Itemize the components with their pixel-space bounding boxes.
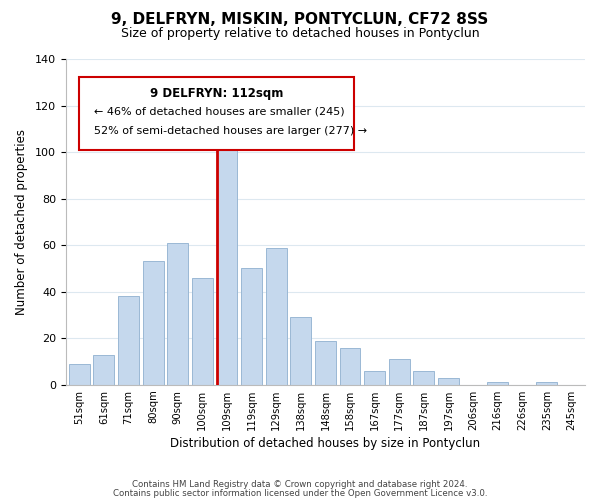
Bar xyxy=(94,354,115,385)
Bar xyxy=(118,296,139,385)
Bar xyxy=(143,262,164,385)
Text: Size of property relative to detached houses in Pontyclun: Size of property relative to detached ho… xyxy=(121,28,479,40)
Bar xyxy=(241,268,262,385)
Bar xyxy=(413,371,434,385)
Y-axis label: Number of detached properties: Number of detached properties xyxy=(15,129,28,315)
Bar xyxy=(487,382,508,385)
Bar xyxy=(192,278,213,385)
Text: Contains public sector information licensed under the Open Government Licence v3: Contains public sector information licen… xyxy=(113,490,487,498)
Bar xyxy=(217,122,238,385)
Bar xyxy=(69,364,90,385)
Text: 9 DELFRYN: 112sqm: 9 DELFRYN: 112sqm xyxy=(149,86,283,100)
Text: 52% of semi-detached houses are larger (277) →: 52% of semi-detached houses are larger (… xyxy=(94,126,367,136)
Bar xyxy=(389,359,410,385)
Bar xyxy=(438,378,459,385)
Bar xyxy=(167,243,188,385)
Bar xyxy=(364,371,385,385)
Bar xyxy=(290,318,311,385)
FancyBboxPatch shape xyxy=(79,77,354,150)
Bar xyxy=(340,348,361,385)
Bar xyxy=(315,340,336,385)
X-axis label: Distribution of detached houses by size in Pontyclun: Distribution of detached houses by size … xyxy=(170,437,481,450)
Text: Contains HM Land Registry data © Crown copyright and database right 2024.: Contains HM Land Registry data © Crown c… xyxy=(132,480,468,489)
Bar xyxy=(266,248,287,385)
Bar xyxy=(536,382,557,385)
Text: 9, DELFRYN, MISKIN, PONTYCLUN, CF72 8SS: 9, DELFRYN, MISKIN, PONTYCLUN, CF72 8SS xyxy=(112,12,488,28)
Text: ← 46% of detached houses are smaller (245): ← 46% of detached houses are smaller (24… xyxy=(94,106,345,116)
